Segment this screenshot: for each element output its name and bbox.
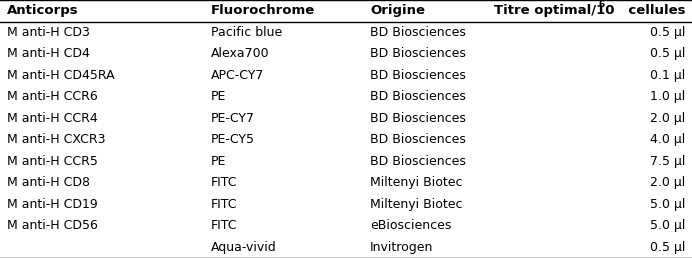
Text: BD Biosciences: BD Biosciences [370,47,466,60]
Text: 0.5 μl: 0.5 μl [650,241,685,254]
Text: 6: 6 [599,0,605,9]
Text: Anticorps: Anticorps [7,4,79,17]
Text: Fluorochrome: Fluorochrome [211,4,316,17]
Text: 5.0 μl: 5.0 μl [650,219,685,232]
Text: APC-CY7: APC-CY7 [211,69,264,82]
Text: 4.0 μl: 4.0 μl [650,133,685,146]
Text: Miltenyi Biotec: Miltenyi Biotec [370,176,463,189]
Text: PE-CY5: PE-CY5 [211,133,255,146]
Text: 2.0 μl: 2.0 μl [650,176,685,189]
Text: 2.0 μl: 2.0 μl [650,112,685,125]
Text: M anti-H CD8: M anti-H CD8 [7,176,90,189]
Text: 0.5 μl: 0.5 μl [650,47,685,60]
Text: BD Biosciences: BD Biosciences [370,26,466,39]
Text: M anti-H CCR5: M anti-H CCR5 [7,155,98,168]
Text: FITC: FITC [211,198,237,211]
Text: M anti-H CD45RA: M anti-H CD45RA [7,69,115,82]
Text: 0.5 μl: 0.5 μl [650,26,685,39]
Text: FITC: FITC [211,219,237,232]
Text: Pacific blue: Pacific blue [211,26,282,39]
Text: PE: PE [211,155,226,168]
Text: M anti-H CCR4: M anti-H CCR4 [7,112,98,125]
Text: Origine: Origine [370,4,425,17]
Text: BD Biosciences: BD Biosciences [370,90,466,103]
Text: M anti-H CCR6: M anti-H CCR6 [7,90,98,103]
Text: eBiosciences: eBiosciences [370,219,452,232]
Text: BD Biosciences: BD Biosciences [370,112,466,125]
Text: M anti-H CD56: M anti-H CD56 [7,219,98,232]
Text: PE-CY7: PE-CY7 [211,112,255,125]
Text: 7.5 μl: 7.5 μl [650,155,685,168]
Text: BD Biosciences: BD Biosciences [370,69,466,82]
Text: Alexa700: Alexa700 [211,47,270,60]
Text: Miltenyi Biotec: Miltenyi Biotec [370,198,463,211]
Text: Titre optimal/10   cellules: Titre optimal/10 cellules [493,4,685,17]
Text: FITC: FITC [211,176,237,189]
Text: M anti-H CD3: M anti-H CD3 [7,26,90,39]
Text: M anti-H CD4: M anti-H CD4 [7,47,90,60]
Text: M anti-H CD19: M anti-H CD19 [7,198,98,211]
Text: M anti-H CXCR3: M anti-H CXCR3 [7,133,105,146]
Text: 1.0 μl: 1.0 μl [650,90,685,103]
Text: PE: PE [211,90,226,103]
Text: BD Biosciences: BD Biosciences [370,155,466,168]
Text: 0.1 μl: 0.1 μl [650,69,685,82]
Text: Invitrogen: Invitrogen [370,241,434,254]
Text: Aqua-vivid: Aqua-vivid [211,241,277,254]
Text: 5.0 μl: 5.0 μl [650,198,685,211]
Text: BD Biosciences: BD Biosciences [370,133,466,146]
